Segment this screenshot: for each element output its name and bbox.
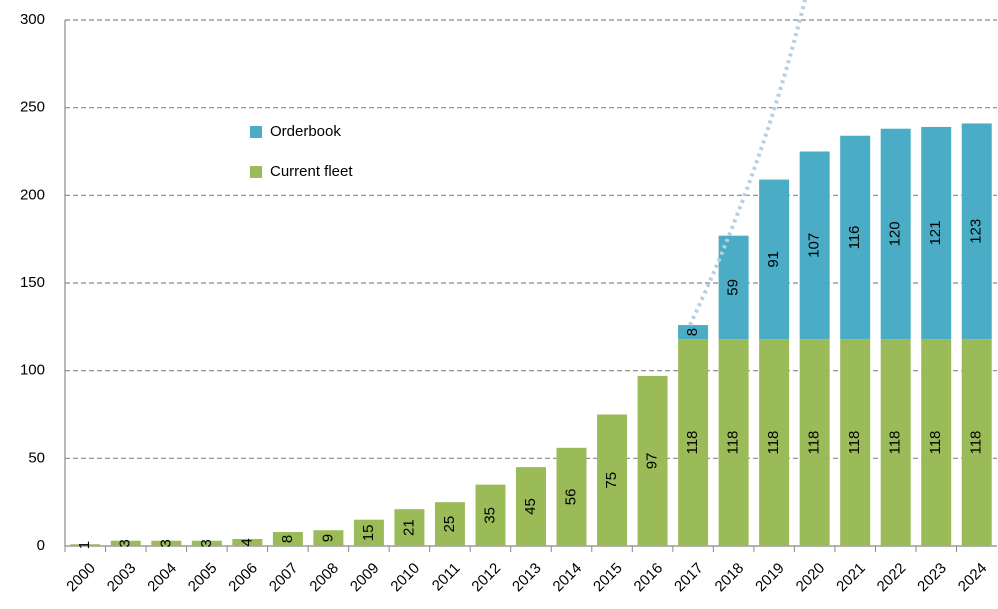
x-tick-label: 2022 xyxy=(874,560,910,596)
bar-segment xyxy=(759,179,790,340)
value-label: 118 xyxy=(887,431,904,455)
x-tick-label: 2018 xyxy=(712,560,748,596)
bar-segment xyxy=(151,540,182,546)
x-tick-label: 2017 xyxy=(671,560,707,596)
value-label: 3 xyxy=(157,539,174,547)
value-label: 91 xyxy=(765,251,782,268)
y-tick-label: 300 xyxy=(20,11,45,28)
bar-segment xyxy=(880,339,911,546)
bar-segment xyxy=(678,339,709,546)
x-tick-label: 2016 xyxy=(631,560,667,596)
y-tick-label: 200 xyxy=(20,186,45,203)
bar-segment xyxy=(434,502,465,546)
legend-label: Current fleet xyxy=(270,163,353,180)
value-label: 8 xyxy=(684,328,701,336)
x-tick-label: 2006 xyxy=(225,560,261,596)
value-label: 9 xyxy=(319,534,336,542)
value-label: 56 xyxy=(562,489,579,506)
x-tick-label: 2024 xyxy=(955,560,991,596)
bar-segment xyxy=(232,538,263,546)
bar-segment xyxy=(921,339,952,546)
value-label: 121 xyxy=(927,221,944,246)
x-tick-label: 2019 xyxy=(752,560,788,596)
bar-segment xyxy=(799,151,830,340)
bar-segment xyxy=(678,325,709,340)
value-label: 8 xyxy=(279,535,296,543)
legend-swatch xyxy=(250,166,262,178)
x-tick-label: 2008 xyxy=(306,560,342,596)
x-tick-label: 2021 xyxy=(833,560,869,596)
x-tick-label: 2023 xyxy=(914,560,950,596)
value-label: 116 xyxy=(846,225,863,249)
x-tick-label: 2013 xyxy=(509,560,545,596)
x-tick-label: 2000 xyxy=(63,560,99,596)
value-label: 107 xyxy=(806,233,823,258)
bar-segment xyxy=(475,484,506,546)
bar-segment xyxy=(353,519,384,546)
value-label: 75 xyxy=(603,472,620,489)
bar-segment xyxy=(840,339,871,546)
bar-segment xyxy=(597,414,628,546)
x-tick-label: 2011 xyxy=(429,560,464,595)
bar-segment xyxy=(191,540,222,546)
bar-segment xyxy=(110,540,141,546)
bar-segment xyxy=(313,530,344,546)
y-tick-label: 150 xyxy=(20,274,45,291)
value-label: 1 xyxy=(76,541,93,549)
bar-segment xyxy=(961,123,992,340)
x-tick-label: 2010 xyxy=(387,560,423,596)
bar-segment xyxy=(70,544,101,546)
value-label: 3 xyxy=(117,539,134,547)
x-tick-label: 2007 xyxy=(266,560,302,596)
legend-swatch xyxy=(250,126,262,138)
value-label: 120 xyxy=(887,221,904,246)
bar-segment xyxy=(516,467,546,546)
y-tick-label: 100 xyxy=(20,362,45,379)
x-tick-label: 2012 xyxy=(468,560,504,596)
value-label: 15 xyxy=(360,525,377,542)
value-label: 123 xyxy=(968,219,985,244)
value-label: 45 xyxy=(522,498,539,515)
value-label: 59 xyxy=(725,279,742,296)
value-label: 25 xyxy=(441,516,458,533)
bar-segment xyxy=(272,531,303,546)
bar-segment xyxy=(961,339,992,546)
bar-segment xyxy=(718,339,749,546)
x-tick-label: 2020 xyxy=(793,560,829,596)
x-tick-label: 2015 xyxy=(590,560,626,596)
bar-segment xyxy=(840,135,871,340)
value-label: 118 xyxy=(765,431,782,455)
x-tick-label: 2005 xyxy=(185,560,221,596)
x-tick-label: 2009 xyxy=(347,560,383,596)
legend-label: Orderbook xyxy=(270,123,341,140)
y-tick-label: 250 xyxy=(20,99,45,116)
bar-segment xyxy=(759,339,790,546)
bar-segment xyxy=(799,339,830,546)
bar-segment xyxy=(637,375,668,546)
value-label: 118 xyxy=(927,431,944,455)
x-tick-label: 2014 xyxy=(550,560,586,596)
value-label: 21 xyxy=(400,519,417,536)
bar-segment xyxy=(556,447,587,546)
x-tick-label: 2003 xyxy=(104,560,140,596)
value-label: 4 xyxy=(238,538,255,546)
value-label: 118 xyxy=(725,431,742,455)
y-tick-label: 50 xyxy=(28,449,45,466)
value-label: 97 xyxy=(644,453,661,470)
value-label: 118 xyxy=(684,431,701,455)
trend-line xyxy=(688,0,807,326)
value-label: 118 xyxy=(968,431,985,455)
value-label: 118 xyxy=(806,431,823,455)
y-tick-label: 0 xyxy=(37,537,45,554)
bar-segment xyxy=(921,126,952,340)
bar-segment xyxy=(880,128,911,340)
bar-segment xyxy=(394,509,425,546)
x-tick-label: 2004 xyxy=(144,560,180,596)
value-label: 35 xyxy=(481,507,498,524)
value-label: 3 xyxy=(198,539,215,547)
value-label: 118 xyxy=(846,431,863,455)
